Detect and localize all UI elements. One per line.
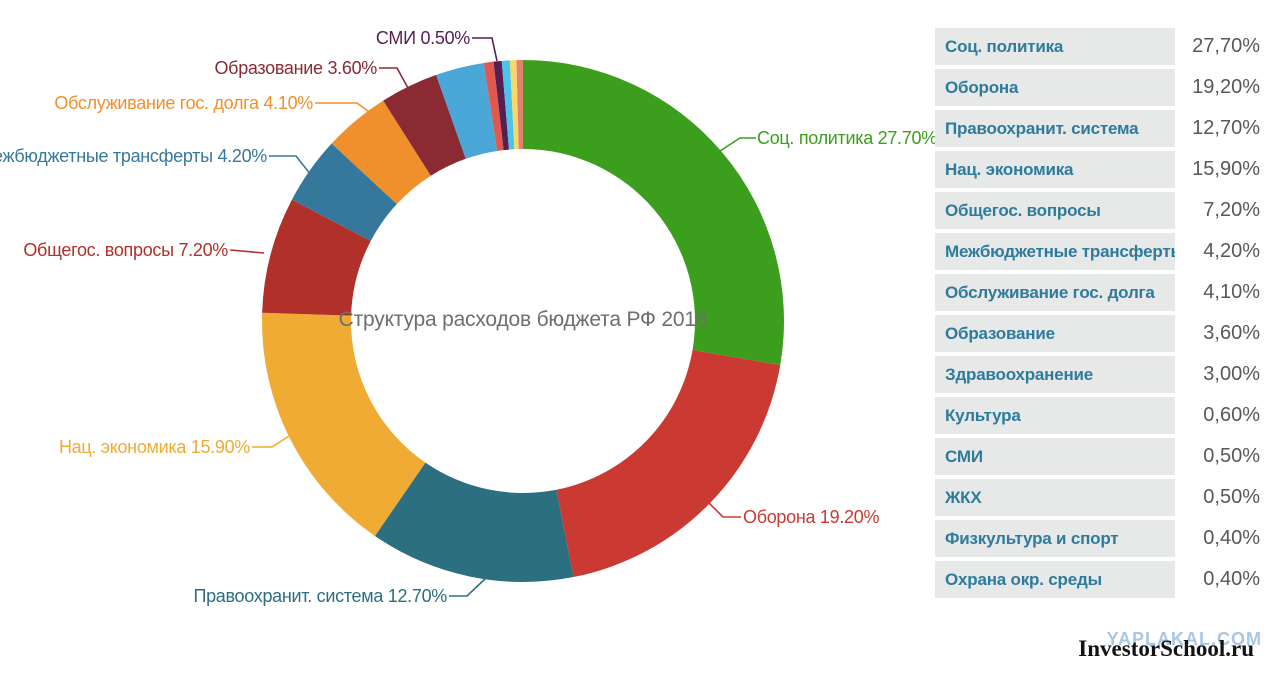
callout-line-3 [252,435,290,448]
legend-row-6: Обслуживание гос. долга 4,10% [935,274,1260,311]
pie-slice-4 [262,199,371,316]
slice-callout-2: Правоохранит. система 12.70% [193,586,447,606]
legend-label: Межбюджетные трансферты [935,233,1175,270]
legend-value: 4,10% [1203,281,1260,303]
legend-value: 7,20% [1203,199,1260,221]
legend-value: 15,90% [1192,158,1260,180]
slice-callout-7: Образование 3.60% [214,58,377,78]
legend-label: Соц. политика [935,28,1175,65]
callout-line-4 [229,249,265,254]
pie-slice-1 [556,350,781,578]
legend-label: Оборона [935,69,1175,106]
legend-label: Культура [935,397,1175,434]
legend-row-12: Физкультура и спорт 0,40% [935,520,1260,557]
legend-label: Физкультура и спорт [935,520,1175,557]
slice-callout-10: СМИ 0.50% [375,28,470,48]
legend-row-0: Соц. политика 27,70% [935,28,1260,65]
legend-row-13: Охрана окр. среды 0,40% [935,561,1260,598]
legend-row-7: Образование 3,60% [935,315,1260,352]
slice-callout-5: Межбюджетные трансферты 4.20% [0,146,267,166]
slice-callout-3: Нац. экономика 15.90% [58,437,250,457]
yaplakal-watermark: YAPLAKAL.COM [1106,629,1262,649]
slice-callout-0: Соц. политика 27.70% [757,128,937,148]
pie-slice-11 [501,60,515,150]
legend-value: 0,40% [1203,568,1260,590]
pie-slice-12 [509,60,519,150]
legend-row-8: Здравоохранение 3,00% [935,356,1260,393]
legend-row-10: СМИ 0,50% [935,438,1260,475]
callout-line-7 [379,67,409,89]
legend-row-1: Оборона 19,20% [935,69,1260,106]
pie-slice-9 [483,61,504,151]
slice-callout-1: Оборона 19.20% [743,507,880,527]
legend-value: 0,50% [1203,486,1260,508]
legend-label: Нац. экономика [935,151,1175,188]
slice-callout-4: Общегос. вопросы 7.20% [23,240,228,260]
legend-value: 3,60% [1203,322,1260,344]
callout-line-6 [315,102,384,123]
legend-row-9: Культура 0,60% [935,397,1260,434]
pie-slice-5 [291,143,397,241]
pie-slice-13 [516,59,523,150]
legend-row-4: Общегос. вопросы 7,20% [935,192,1260,229]
pie-slice-8 [436,62,498,159]
legend-label: Правоохранит. система [935,110,1175,147]
legend-value: 19,20% [1192,76,1260,98]
legend-row-2: Правоохранит. система 12,70% [935,110,1260,147]
legend-row-5: Межбюджетные трансферты 4,20% [935,233,1260,270]
legend-value: 27,70% [1192,35,1260,57]
pie-slice-10 [493,60,509,151]
legend-label: Охрана окр. среды [935,561,1175,598]
callout-line-5 [269,155,316,181]
pie-slice-0 [523,60,784,366]
legend-label: СМИ [935,438,1175,475]
legend-value: 3,00% [1203,363,1260,385]
legend-label: Общегос. вопросы [935,192,1175,229]
callout-line-10 [472,37,498,62]
legend-label: ЖКХ [935,479,1175,516]
legend-table: Соц. политика 27,70% Оборона 19,20% Правоохр… [935,28,1260,602]
legend-value: 4,20% [1203,240,1260,262]
callout-line-0 [719,137,756,152]
legend-value: 0,50% [1203,445,1260,467]
pie-slice-6 [331,100,431,205]
legend-value: 12,70% [1192,117,1260,139]
legend-label: Здравоохранение [935,356,1175,393]
legend-value: 0,40% [1203,527,1260,549]
pie-slice-3 [262,312,426,536]
callout-line-1 [707,501,741,518]
pie-slice-7 [383,74,466,176]
legend-label: Образование [935,315,1175,352]
pie-slice-2 [374,462,574,582]
slice-callout-6: Обслуживание гос. долга 4.10% [54,93,313,113]
legend-value: 0,60% [1203,404,1260,426]
legend-label: Обслуживание гос. долга [935,274,1175,311]
chart-title: Структура расходов бюджета РФ 2016 [338,308,708,331]
legend-row-3: Нац. экономика 15,90% [935,151,1260,188]
callout-line-2 [449,577,487,597]
legend-row-11: ЖКХ 0,50% [935,479,1260,516]
investorschool-watermark: InvestorSchool.ru [1078,636,1254,661]
